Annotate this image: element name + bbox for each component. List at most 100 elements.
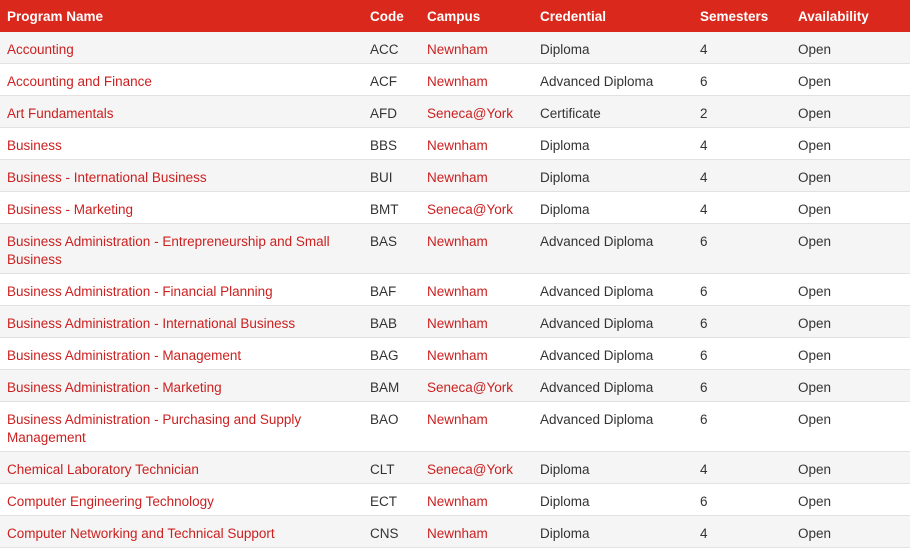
program-name-link[interactable]: Chemical Laboratory Technician bbox=[7, 462, 199, 477]
code-cell: CNS bbox=[363, 515, 420, 548]
availability-cell: Open bbox=[791, 483, 910, 516]
code-cell: AFD bbox=[363, 95, 420, 128]
campus-cell: Newnham bbox=[420, 127, 533, 160]
header-row: Program Name Code Campus Credential Semester… bbox=[0, 0, 910, 32]
credential-cell: Advanced Diploma bbox=[533, 223, 693, 274]
availability-cell: Open bbox=[791, 63, 910, 96]
program-name-link[interactable]: Accounting and Finance bbox=[7, 74, 152, 89]
campus-link[interactable]: Newnham bbox=[427, 234, 488, 249]
availability-cell: Open bbox=[791, 515, 910, 548]
campus-link[interactable]: Newnham bbox=[427, 74, 488, 89]
campus-cell: Newnham bbox=[420, 159, 533, 192]
campus-cell: Newnham bbox=[420, 401, 533, 452]
availability-cell: Open bbox=[791, 191, 910, 224]
campus-cell: Newnham bbox=[420, 483, 533, 516]
code-cell: ACF bbox=[363, 63, 420, 96]
program-name-link[interactable]: Business Administration - Financial Plan… bbox=[7, 284, 273, 299]
campus-cell: Seneca@York bbox=[420, 95, 533, 128]
semesters-cell: 6 bbox=[693, 369, 791, 402]
campus-link[interactable]: Newnham bbox=[427, 42, 488, 57]
program-row: Business Administration - Purchasing and… bbox=[0, 401, 910, 452]
program-name-link[interactable]: Business - International Business bbox=[7, 170, 207, 185]
program-name-cell: Business Administration - Financial Plan… bbox=[0, 273, 363, 306]
code-cell: ECT bbox=[363, 483, 420, 516]
campus-link[interactable]: Seneca@York bbox=[427, 106, 514, 121]
credential-cell: Advanced Diploma bbox=[533, 273, 693, 306]
column-header: Semesters bbox=[693, 0, 791, 32]
program-name-cell: Chemical Laboratory Technician bbox=[0, 451, 363, 484]
program-name-link[interactable]: Business Administration - Management bbox=[7, 348, 242, 363]
semesters-cell: 4 bbox=[693, 32, 791, 64]
semesters-cell: 4 bbox=[693, 451, 791, 484]
program-name-link[interactable]: Business bbox=[7, 138, 62, 153]
program-name-link[interactable]: Business Administration - International … bbox=[7, 316, 296, 331]
code-cell: BAB bbox=[363, 305, 420, 338]
campus-link[interactable]: Newnham bbox=[427, 526, 488, 541]
credential-cell: Advanced Diploma bbox=[533, 305, 693, 338]
program-name-link[interactable]: Art Fundamentals bbox=[7, 106, 114, 121]
semesters-cell: 2 bbox=[693, 95, 791, 128]
semesters-cell: 6 bbox=[693, 63, 791, 96]
code-cell: BBS bbox=[363, 127, 420, 160]
program-row: Business Administration - Management BAG N… bbox=[0, 337, 910, 370]
campus-link[interactable]: Newnham bbox=[427, 284, 488, 299]
semesters-cell: 6 bbox=[693, 337, 791, 370]
credential-cell: Advanced Diploma bbox=[533, 401, 693, 452]
campus-cell: Newnham bbox=[420, 273, 533, 306]
program-name-link[interactable]: Computer Networking and Technical Suppor… bbox=[7, 526, 275, 541]
campus-link[interactable]: Newnham bbox=[427, 316, 488, 331]
availability-cell: Open bbox=[791, 159, 910, 192]
column-header: Program Name bbox=[0, 0, 363, 32]
campus-link[interactable]: Seneca@York bbox=[427, 202, 514, 217]
campus-link[interactable]: Seneca@York bbox=[427, 462, 514, 477]
semesters-cell: 6 bbox=[693, 483, 791, 516]
availability-cell: Open bbox=[791, 451, 910, 484]
program-name-link[interactable]: Business - Marketing bbox=[7, 202, 134, 217]
campus-cell: Newnham bbox=[420, 337, 533, 370]
program-row: Business Administration - Marketing BAM Se… bbox=[0, 369, 910, 402]
campus-link[interactable]: Newnham bbox=[427, 348, 488, 363]
program-name-cell: Art Fundamentals bbox=[0, 95, 363, 128]
program-name-link[interactable]: Accounting bbox=[7, 42, 74, 57]
program-name-cell: Computer Networking and Technical Suppor… bbox=[0, 515, 363, 548]
program-name-link[interactable]: Business Administration - Purchasing and… bbox=[7, 412, 302, 445]
credential-cell: Diploma bbox=[533, 451, 693, 484]
program-row: Business Administration - Financial Plan… bbox=[0, 273, 910, 306]
availability-cell: Open bbox=[791, 273, 910, 306]
program-row: Business - Marketing BMT Seneca@York Diplom… bbox=[0, 191, 910, 224]
code-cell: BUI bbox=[363, 159, 420, 192]
campus-link[interactable]: Seneca@York bbox=[427, 380, 514, 395]
campus-cell: Newnham bbox=[420, 515, 533, 548]
availability-cell: Open bbox=[791, 127, 910, 160]
column-header: Code bbox=[363, 0, 420, 32]
campus-link[interactable]: Newnham bbox=[427, 494, 488, 509]
code-cell: BAM bbox=[363, 369, 420, 402]
campus-link[interactable]: Newnham bbox=[427, 138, 488, 153]
campus-link[interactable]: Newnham bbox=[427, 412, 488, 427]
program-name-cell: Business - Marketing bbox=[0, 191, 363, 224]
semesters-cell: 4 bbox=[693, 159, 791, 192]
campus-cell: Newnham bbox=[420, 223, 533, 274]
program-name-link[interactable]: Business Administration - Entrepreneursh… bbox=[7, 234, 330, 267]
program-row: Business Administration - International … bbox=[0, 305, 910, 338]
availability-cell: Open bbox=[791, 32, 910, 64]
program-name-link[interactable]: Business Administration - Marketing bbox=[7, 380, 222, 395]
campus-link[interactable]: Newnham bbox=[427, 170, 488, 185]
program-row: Chemical Laboratory Technician CLT Seneca@… bbox=[0, 451, 910, 484]
semesters-cell: 6 bbox=[693, 401, 791, 452]
campus-cell: Newnham bbox=[420, 63, 533, 96]
program-name-cell: Business Administration - Management bbox=[0, 337, 363, 370]
code-cell: BAO bbox=[363, 401, 420, 452]
availability-cell: Open bbox=[791, 223, 910, 274]
campus-cell: Newnham bbox=[420, 305, 533, 338]
credential-cell: Diploma bbox=[533, 127, 693, 160]
program-row: Accounting and Finance ACF Newnham Advanced… bbox=[0, 63, 910, 96]
program-name-link[interactable]: Computer Engineering Technology bbox=[7, 494, 214, 509]
semesters-cell: 4 bbox=[693, 191, 791, 224]
availability-cell: Open bbox=[791, 305, 910, 338]
credential-cell: Advanced Diploma bbox=[533, 369, 693, 402]
program-name-cell: Business Administration - Entrepreneursh… bbox=[0, 223, 363, 274]
credential-cell: Diploma bbox=[533, 32, 693, 64]
campus-cell: Seneca@York bbox=[420, 191, 533, 224]
